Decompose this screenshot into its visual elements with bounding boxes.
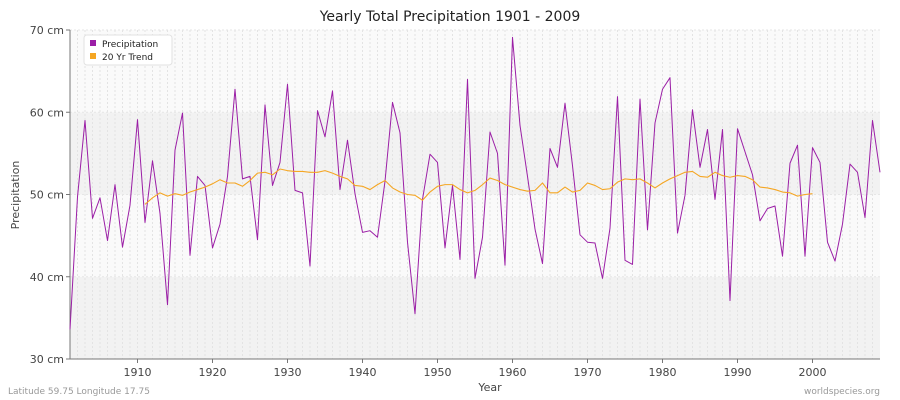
y-tick-label: 50 cm bbox=[30, 189, 64, 202]
y-tick-labels: 30 cm 40 cm 50 cm 60 cm 70 cm bbox=[30, 24, 64, 366]
legend-swatch-trend bbox=[90, 53, 96, 59]
x-tick-label: 1930 bbox=[274, 366, 302, 379]
x-tick-label: 1940 bbox=[349, 366, 377, 379]
y-tick-label: 40 cm bbox=[30, 271, 64, 284]
legend-swatch-precipitation bbox=[90, 40, 96, 46]
x-tick-label: 1990 bbox=[724, 366, 752, 379]
x-tick-label: 1950 bbox=[424, 366, 452, 379]
series-group bbox=[69, 36, 881, 330]
gridlines bbox=[70, 29, 880, 360]
axes bbox=[66, 29, 880, 363]
y-tick-label: 70 cm bbox=[30, 24, 64, 37]
footer-location: Latitude 59.75 Longitude 17.75 bbox=[8, 387, 150, 397]
legend-box bbox=[83, 34, 173, 66]
footer-source: worldspecies.org bbox=[804, 387, 880, 397]
series-line-trend bbox=[144, 168, 813, 205]
y-axis-label: Precipitation bbox=[9, 161, 22, 230]
legend-label-precipitation: Precipitation bbox=[102, 40, 158, 50]
x-tick-label: 1960 bbox=[499, 366, 527, 379]
chart-title: Yearly Total Precipitation 1901 - 2009 bbox=[319, 9, 581, 25]
plot-band bbox=[70, 112, 880, 195]
legend: Precipitation 20 Yr Trend bbox=[83, 34, 173, 66]
y-tick-label: 30 cm bbox=[30, 353, 64, 366]
x-tick-label: 1920 bbox=[199, 366, 227, 379]
series-line-precipitation bbox=[69, 36, 881, 330]
x-tick-label: 1970 bbox=[574, 366, 602, 379]
x-tick-labels: 1910 1920 1930 1940 1950 1960 1970 1980 1990 2000 bbox=[124, 366, 827, 379]
legend-label-trend: 20 Yr Trend bbox=[102, 53, 153, 63]
x-tick-label: 1910 bbox=[124, 366, 152, 379]
x-tick-label: 1980 bbox=[649, 366, 677, 379]
x-axis-label: Year bbox=[477, 381, 502, 394]
y-tick-label: 60 cm bbox=[30, 106, 64, 119]
x-tick-label: 2000 bbox=[799, 366, 827, 379]
